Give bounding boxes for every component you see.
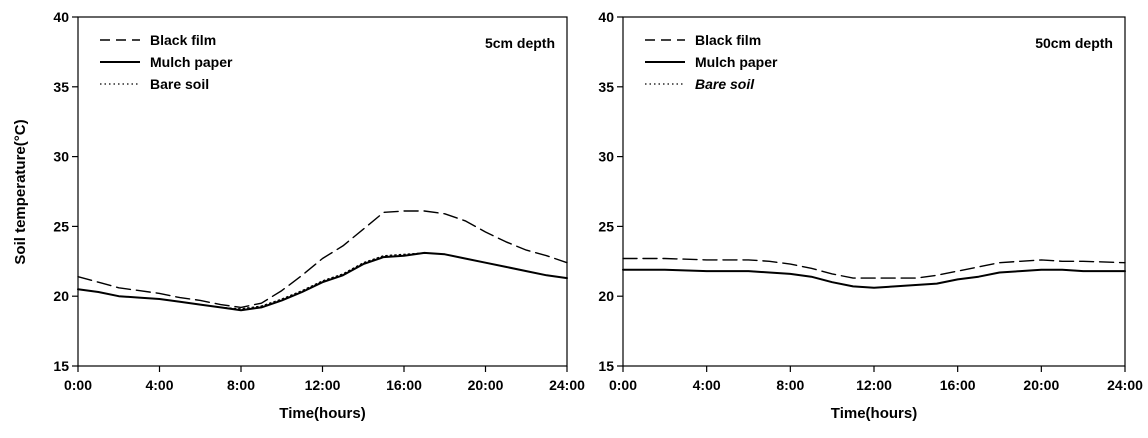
- x-tick-label: 16:00: [386, 377, 422, 393]
- y-tick-label: 25: [53, 218, 69, 234]
- x-tick-label: 4:00: [693, 377, 721, 393]
- legend-label: Mulch paper: [695, 54, 778, 70]
- x-tick-label: 8:00: [227, 377, 255, 393]
- x-axis-title: Time(hours): [279, 405, 365, 422]
- y-tick-label: 35: [53, 79, 69, 95]
- x-tick-label: 0:00: [609, 377, 637, 393]
- x-tick-label: 20:00: [468, 377, 504, 393]
- y-tick-label: 15: [53, 358, 69, 374]
- x-axis-title: Time(hours): [831, 405, 917, 422]
- legend-label: Mulch paper: [150, 54, 233, 70]
- series-line-black-film: [77, 210, 568, 309]
- x-tick-label: 16:00: [940, 377, 976, 393]
- y-tick-label: 40: [598, 9, 614, 25]
- x-tick-label: 12:00: [305, 377, 341, 393]
- x-tick-label: 24:00: [549, 377, 585, 393]
- legend-label: Bare soil: [695, 76, 755, 92]
- x-tick-label: 4:00: [145, 377, 173, 393]
- panel-5cm-depth: 15 20 25 30 35 40 0:00 4:00 8:00 12:00 16:00 20:00 2…: [53, 9, 585, 422]
- panel-50cm-depth: 15 20 25 30 35 40 0:00 4:00 8:00 12:00 16:00 20:00 2…: [598, 9, 1143, 422]
- series-line-black-film: [622, 257, 1126, 279]
- series-line-bare-soil: [77, 252, 568, 310]
- depth-annotation: 5cm depth: [485, 35, 555, 51]
- y-tick-label: 35: [598, 79, 614, 95]
- y-tick-label: 25: [598, 218, 614, 234]
- legend-label: Bare soil: [150, 76, 209, 92]
- series-line-bare-soil: [622, 269, 1126, 289]
- y-tick-label: 40: [53, 9, 69, 25]
- y-tick-label: 30: [53, 149, 69, 165]
- x-tick-label: 24:00: [1107, 377, 1143, 393]
- series-line-mulch-paper: [77, 251, 568, 312]
- x-tick-label: 20:00: [1023, 377, 1059, 393]
- x-tick-label: 12:00: [856, 377, 892, 393]
- y-tick-label: 20: [53, 288, 69, 304]
- x-tick-label: 0:00: [64, 377, 92, 393]
- y-tick-label: 15: [598, 358, 614, 374]
- depth-annotation: 50cm depth: [1035, 35, 1113, 51]
- legend-label: Black film: [695, 32, 761, 48]
- x-tick-label: 8:00: [776, 377, 804, 393]
- y-tick-label: 30: [598, 149, 614, 165]
- y-tick-label: 20: [598, 288, 614, 304]
- shared-y-axis-title: Soil temperature(°C): [12, 119, 29, 264]
- legend-label: Black film: [150, 32, 216, 48]
